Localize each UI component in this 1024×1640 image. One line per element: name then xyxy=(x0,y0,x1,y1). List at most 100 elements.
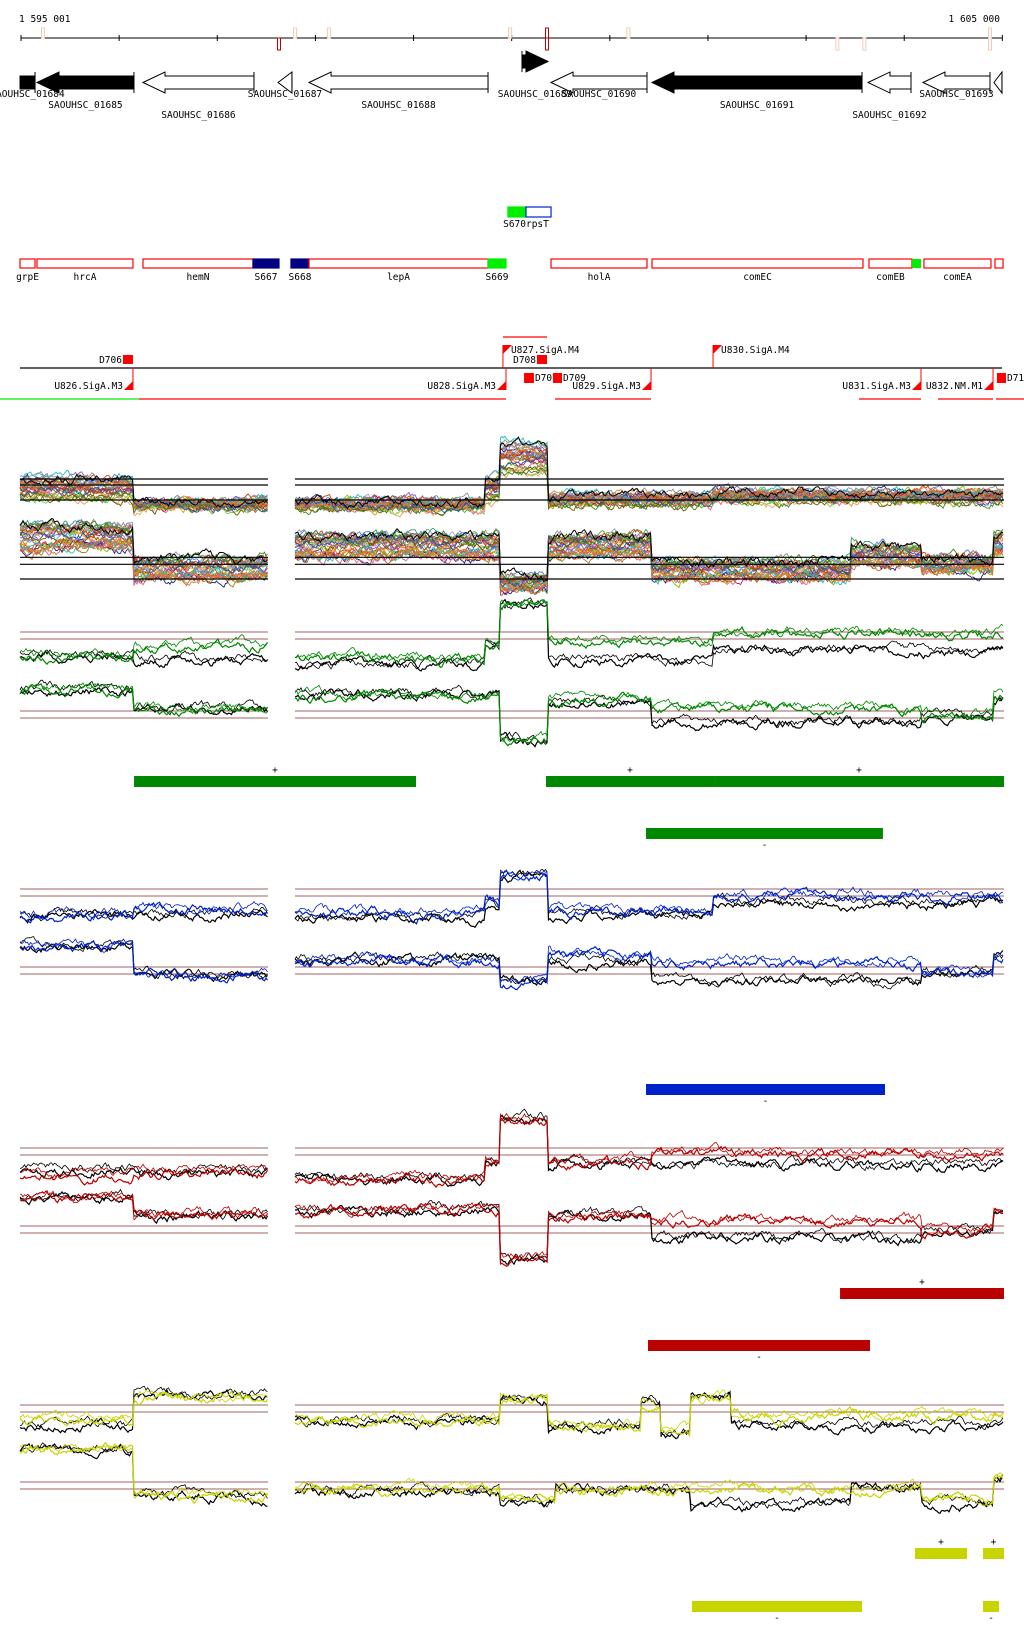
yellow-region-bar xyxy=(691,1601,863,1612)
gene-arrow xyxy=(993,70,1003,95)
regulatory-label: D71 xyxy=(1007,373,1024,384)
blue-control-line xyxy=(19,869,1004,929)
feature-box xyxy=(923,258,992,269)
promoter-triangle xyxy=(912,381,921,390)
red-signal-line xyxy=(19,1190,1004,1260)
red-control-line xyxy=(19,1191,1004,1266)
multi-signal-line xyxy=(19,518,1004,583)
feature-label: S667 xyxy=(255,272,278,283)
yellow-signal-line xyxy=(20,1441,1004,1507)
green-control-line xyxy=(19,679,1004,745)
blue-signal-line xyxy=(19,870,1004,925)
feature-box xyxy=(550,258,648,269)
gene-label: SAOUHSC_01692 xyxy=(852,110,926,121)
green-signal-line xyxy=(19,599,1004,669)
regulatory-label: U829.SigA.M3 xyxy=(572,381,641,392)
gene-arrow xyxy=(307,71,489,94)
red-signal-line xyxy=(19,1117,1004,1188)
feature-box xyxy=(651,258,864,269)
yellow-signal-line xyxy=(19,1390,1004,1438)
multi-signal-line xyxy=(19,454,1004,514)
multi-signal-line xyxy=(19,538,1004,594)
yellow-region-bar xyxy=(983,1601,1000,1612)
axis-mark xyxy=(276,37,281,51)
axis-mark xyxy=(835,37,840,51)
axis-mark xyxy=(987,37,992,51)
feature-label: S668 xyxy=(289,272,312,283)
feature-box xyxy=(36,258,134,269)
gene-label: SAOUHSC_01687 xyxy=(248,89,322,100)
multi-signal-line xyxy=(19,467,1004,516)
terminator-box xyxy=(552,373,563,383)
gene-label: SAOUHSC_01689 xyxy=(498,89,573,100)
regulatory-label: D706 xyxy=(99,355,122,366)
green-control-line xyxy=(19,597,1004,670)
feature-box xyxy=(252,258,280,269)
feature-box xyxy=(994,258,1004,269)
blue-control-line xyxy=(19,936,1004,990)
multi-signal-line xyxy=(19,533,1004,588)
axis-mark xyxy=(292,27,297,39)
gene-arrow xyxy=(141,71,255,94)
regulatory-label: U830.SigA.M4 xyxy=(721,345,790,356)
green-control-line xyxy=(19,598,1004,672)
coordinate-axis xyxy=(20,27,1003,51)
strand-label: + xyxy=(627,765,633,776)
feature-label: comEC xyxy=(743,272,772,283)
feature-box xyxy=(911,259,921,268)
gene-arrow xyxy=(521,50,550,73)
feature-label: holA xyxy=(588,272,611,283)
terminator-box xyxy=(122,355,133,364)
feature-box xyxy=(142,258,254,269)
gene-arrow xyxy=(866,71,912,94)
green-region-bar xyxy=(646,828,883,839)
regulatory-label: D707 xyxy=(535,373,558,384)
feature-label: lepA xyxy=(387,272,410,283)
gene-label: SAOUHSC_01691 xyxy=(720,100,795,111)
feature-label: comEA xyxy=(943,272,972,283)
regulatory-label: U828.SigA.M3 xyxy=(427,381,496,392)
multi-signal-line xyxy=(19,518,1004,582)
feature-box xyxy=(308,258,489,269)
strand-label: + xyxy=(938,1537,944,1548)
feature-label: comEB xyxy=(876,272,905,283)
axis-mark xyxy=(545,37,550,51)
promoter-triangle xyxy=(642,381,652,390)
feature-label: hemN xyxy=(187,272,210,283)
green-control-line xyxy=(19,686,1004,748)
feature-box xyxy=(19,258,36,269)
axis-mark xyxy=(626,27,631,39)
feature-label: S670rpsT xyxy=(503,219,549,230)
regulatory-label: U826.SigA.M3 xyxy=(54,381,123,392)
yellow-control-line xyxy=(19,1442,1004,1515)
feature-track: S670rpsT grpE hrcA hemN S667 S668 lepA S669 holA… xyxy=(16,206,1004,283)
axis-mark xyxy=(862,37,867,51)
red-control-line xyxy=(20,1188,1004,1261)
feature-box xyxy=(868,258,913,269)
axis-start-label: 1 595 001 xyxy=(19,14,71,25)
gene-arrow xyxy=(19,75,36,90)
green-region-bar xyxy=(134,776,416,787)
strand-label: + xyxy=(272,765,278,776)
signal-tracks xyxy=(19,435,1005,1515)
gene-label: SAOUHSC_01684 xyxy=(0,89,65,100)
strand-label: - xyxy=(762,840,768,851)
axis-mark xyxy=(545,27,550,39)
axis-mark xyxy=(40,27,45,39)
terminator-box xyxy=(996,373,1006,383)
strand-label: - xyxy=(988,1613,994,1624)
regulatory-label: U827.SigA.M4 xyxy=(511,345,580,356)
gene-label: SAOUHSC_01685 xyxy=(48,100,122,111)
gene-label: SAOUHSC_01686 xyxy=(161,110,236,121)
strand-label: + xyxy=(919,1277,925,1288)
axis-end-label: 1 605 000 xyxy=(949,14,1001,25)
gene-label: SAOUHSC_01690 xyxy=(562,89,637,100)
gene-arrow xyxy=(35,71,135,94)
blue-signal-line xyxy=(19,939,1004,991)
regulatory-label: D708 xyxy=(513,355,536,366)
yellow-control-line xyxy=(19,1388,1004,1440)
yellow-signal-line xyxy=(19,1389,1004,1433)
yellow-region-bar xyxy=(983,1548,1004,1559)
